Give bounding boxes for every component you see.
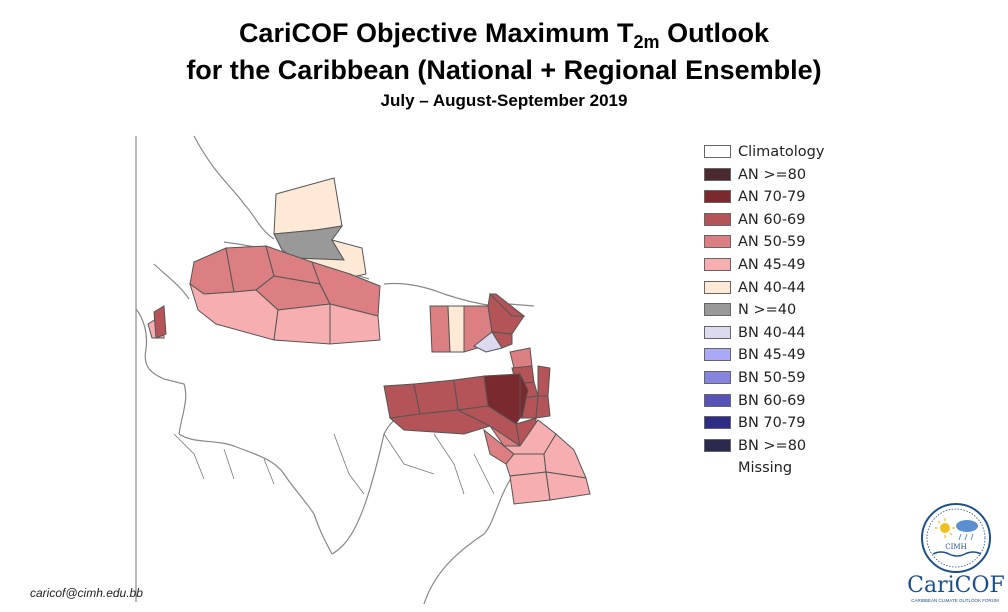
region-barbados (537, 365, 551, 397)
map-period: July – August-September 2019 (380, 91, 628, 110)
legend-item: AN 50-59 (704, 233, 904, 251)
region-guiana-southeast (545, 471, 591, 501)
legend-item: AN 40-44 (704, 279, 904, 297)
region-east-atlantic (535, 395, 551, 419)
legend-item: BN 45-49 (704, 346, 904, 364)
legend-swatch (704, 416, 731, 430)
rain-icon (958, 533, 974, 541)
region-belize-south (153, 305, 167, 339)
sun-icon (940, 523, 950, 533)
map-subtitle: for the Caribbean (National + Regional E… (186, 55, 822, 85)
legend-swatch (704, 280, 731, 294)
legend-swatch (704, 325, 731, 339)
legend-swatch (704, 212, 731, 226)
legend-swatch (704, 371, 731, 384)
region-french-guiana (543, 433, 587, 479)
legend-label: BN 45-49 (738, 347, 806, 364)
legend-label: BN 50-59 (738, 370, 806, 386)
legend-label: AN 40-44 (738, 279, 806, 296)
logo-wordmark: CariCOF (907, 573, 1005, 598)
contact-email: caricof@cimh.edu.bb (30, 586, 143, 600)
coastline-gulf-florida (193, 135, 275, 240)
legend-label: Missing (738, 460, 793, 477)
region-bahamas-north (273, 177, 343, 235)
legend-label: AN 60-69 (738, 211, 806, 228)
region-guianas (483, 419, 591, 505)
legend-label: BN >=80 (738, 437, 807, 454)
caricof-logo: CIMH CariCOF CARIBBEAN CLIMATE OUTLOOK F… (905, 498, 1005, 608)
title-suffix: Outlook (659, 18, 770, 48)
legend-item: BN >=80 (704, 437, 904, 455)
legend-swatch (704, 145, 731, 158)
region-grenada (519, 373, 529, 419)
region-greater-antilles (189, 245, 381, 345)
region-southern-caribbean (383, 373, 537, 448)
coastline-central-america (178, 433, 333, 555)
legend-swatch (704, 393, 731, 407)
region-caribbean-sea-east (329, 303, 381, 345)
legend-swatch (704, 190, 731, 204)
region-st-kitts (488, 293, 526, 317)
caribbean-map (135, 135, 591, 604)
legend-label: AN 50-59 (738, 234, 806, 251)
border-colombia (333, 433, 435, 495)
region-venezuela-coast (483, 373, 521, 425)
legend-swatch (704, 258, 731, 271)
cloud-icon (956, 520, 978, 532)
coastlines (135, 135, 545, 604)
region-caribbean-sea-central (273, 303, 331, 345)
logo-tagline: CARIBBEAN CLIMATE OUTLOOK FORUM (911, 598, 999, 603)
title-text: CariCOF Objective Maximum T (238, 18, 634, 48)
country-borders (173, 433, 495, 495)
legend-label: AN >=80 (738, 166, 807, 183)
legend-label: BN 60-69 (738, 392, 806, 409)
coastline-mexico (135, 308, 187, 435)
legend-item: AN 45-49 (704, 256, 904, 274)
legend-item: Climatology (704, 143, 904, 161)
region-montserrat (491, 331, 513, 349)
legend-item: BN 60-69 (704, 392, 904, 410)
title-subscript: 2m (633, 32, 660, 52)
legend-label: Climatology (738, 144, 825, 160)
legend-swatch (704, 167, 731, 181)
legend-swatch (704, 303, 731, 317)
legend-item: BN 70-79 (704, 414, 904, 432)
legend-label: N >=40 (738, 302, 797, 319)
region-leeward-islands (429, 293, 526, 353)
legend-item: AN 60-69 (704, 211, 904, 229)
coastline-yucatan (153, 263, 190, 300)
coastline-hispaniola (383, 282, 495, 307)
sun-rays (935, 518, 955, 538)
border-central-america (173, 433, 275, 485)
legend-label: AN 45-49 (738, 257, 806, 273)
legend-label: BN 70-79 (738, 415, 806, 432)
legend-swatch (704, 235, 731, 249)
region-puerto-rico (429, 305, 451, 353)
coastline-puerto-rico (508, 303, 535, 307)
region-dominica (509, 347, 533, 369)
legend-item: BN 50-59 (704, 369, 904, 387)
legend-item: Missing (704, 459, 904, 477)
region-belize (147, 305, 167, 339)
map-title: CariCOF Objective Maximum T2m Outlook (0, 16, 1008, 52)
seal-text: CIMH (945, 543, 966, 551)
region-bonaire (453, 375, 489, 411)
legend-item: AN 70-79 (704, 188, 904, 206)
coastline-south-america-inner (423, 473, 515, 604)
region-bahamas (273, 177, 367, 281)
legend-label: AN 70-79 (738, 189, 806, 206)
border-venezuela (433, 433, 495, 495)
legend-swatch (704, 348, 731, 362)
region-guiana-south (509, 471, 551, 505)
legend-label: BN 40-44 (738, 324, 806, 341)
region-curacao (413, 379, 459, 415)
region-usvi (447, 305, 465, 353)
legend-item: AN >=80 (704, 166, 904, 184)
legend-swatch (704, 438, 731, 452)
cimh-seal-icon: CIMH (921, 503, 991, 573)
legend-item: N >=40 (704, 301, 904, 319)
legend-item: BN 40-44 (704, 324, 904, 342)
wave-icon (932, 551, 982, 557)
